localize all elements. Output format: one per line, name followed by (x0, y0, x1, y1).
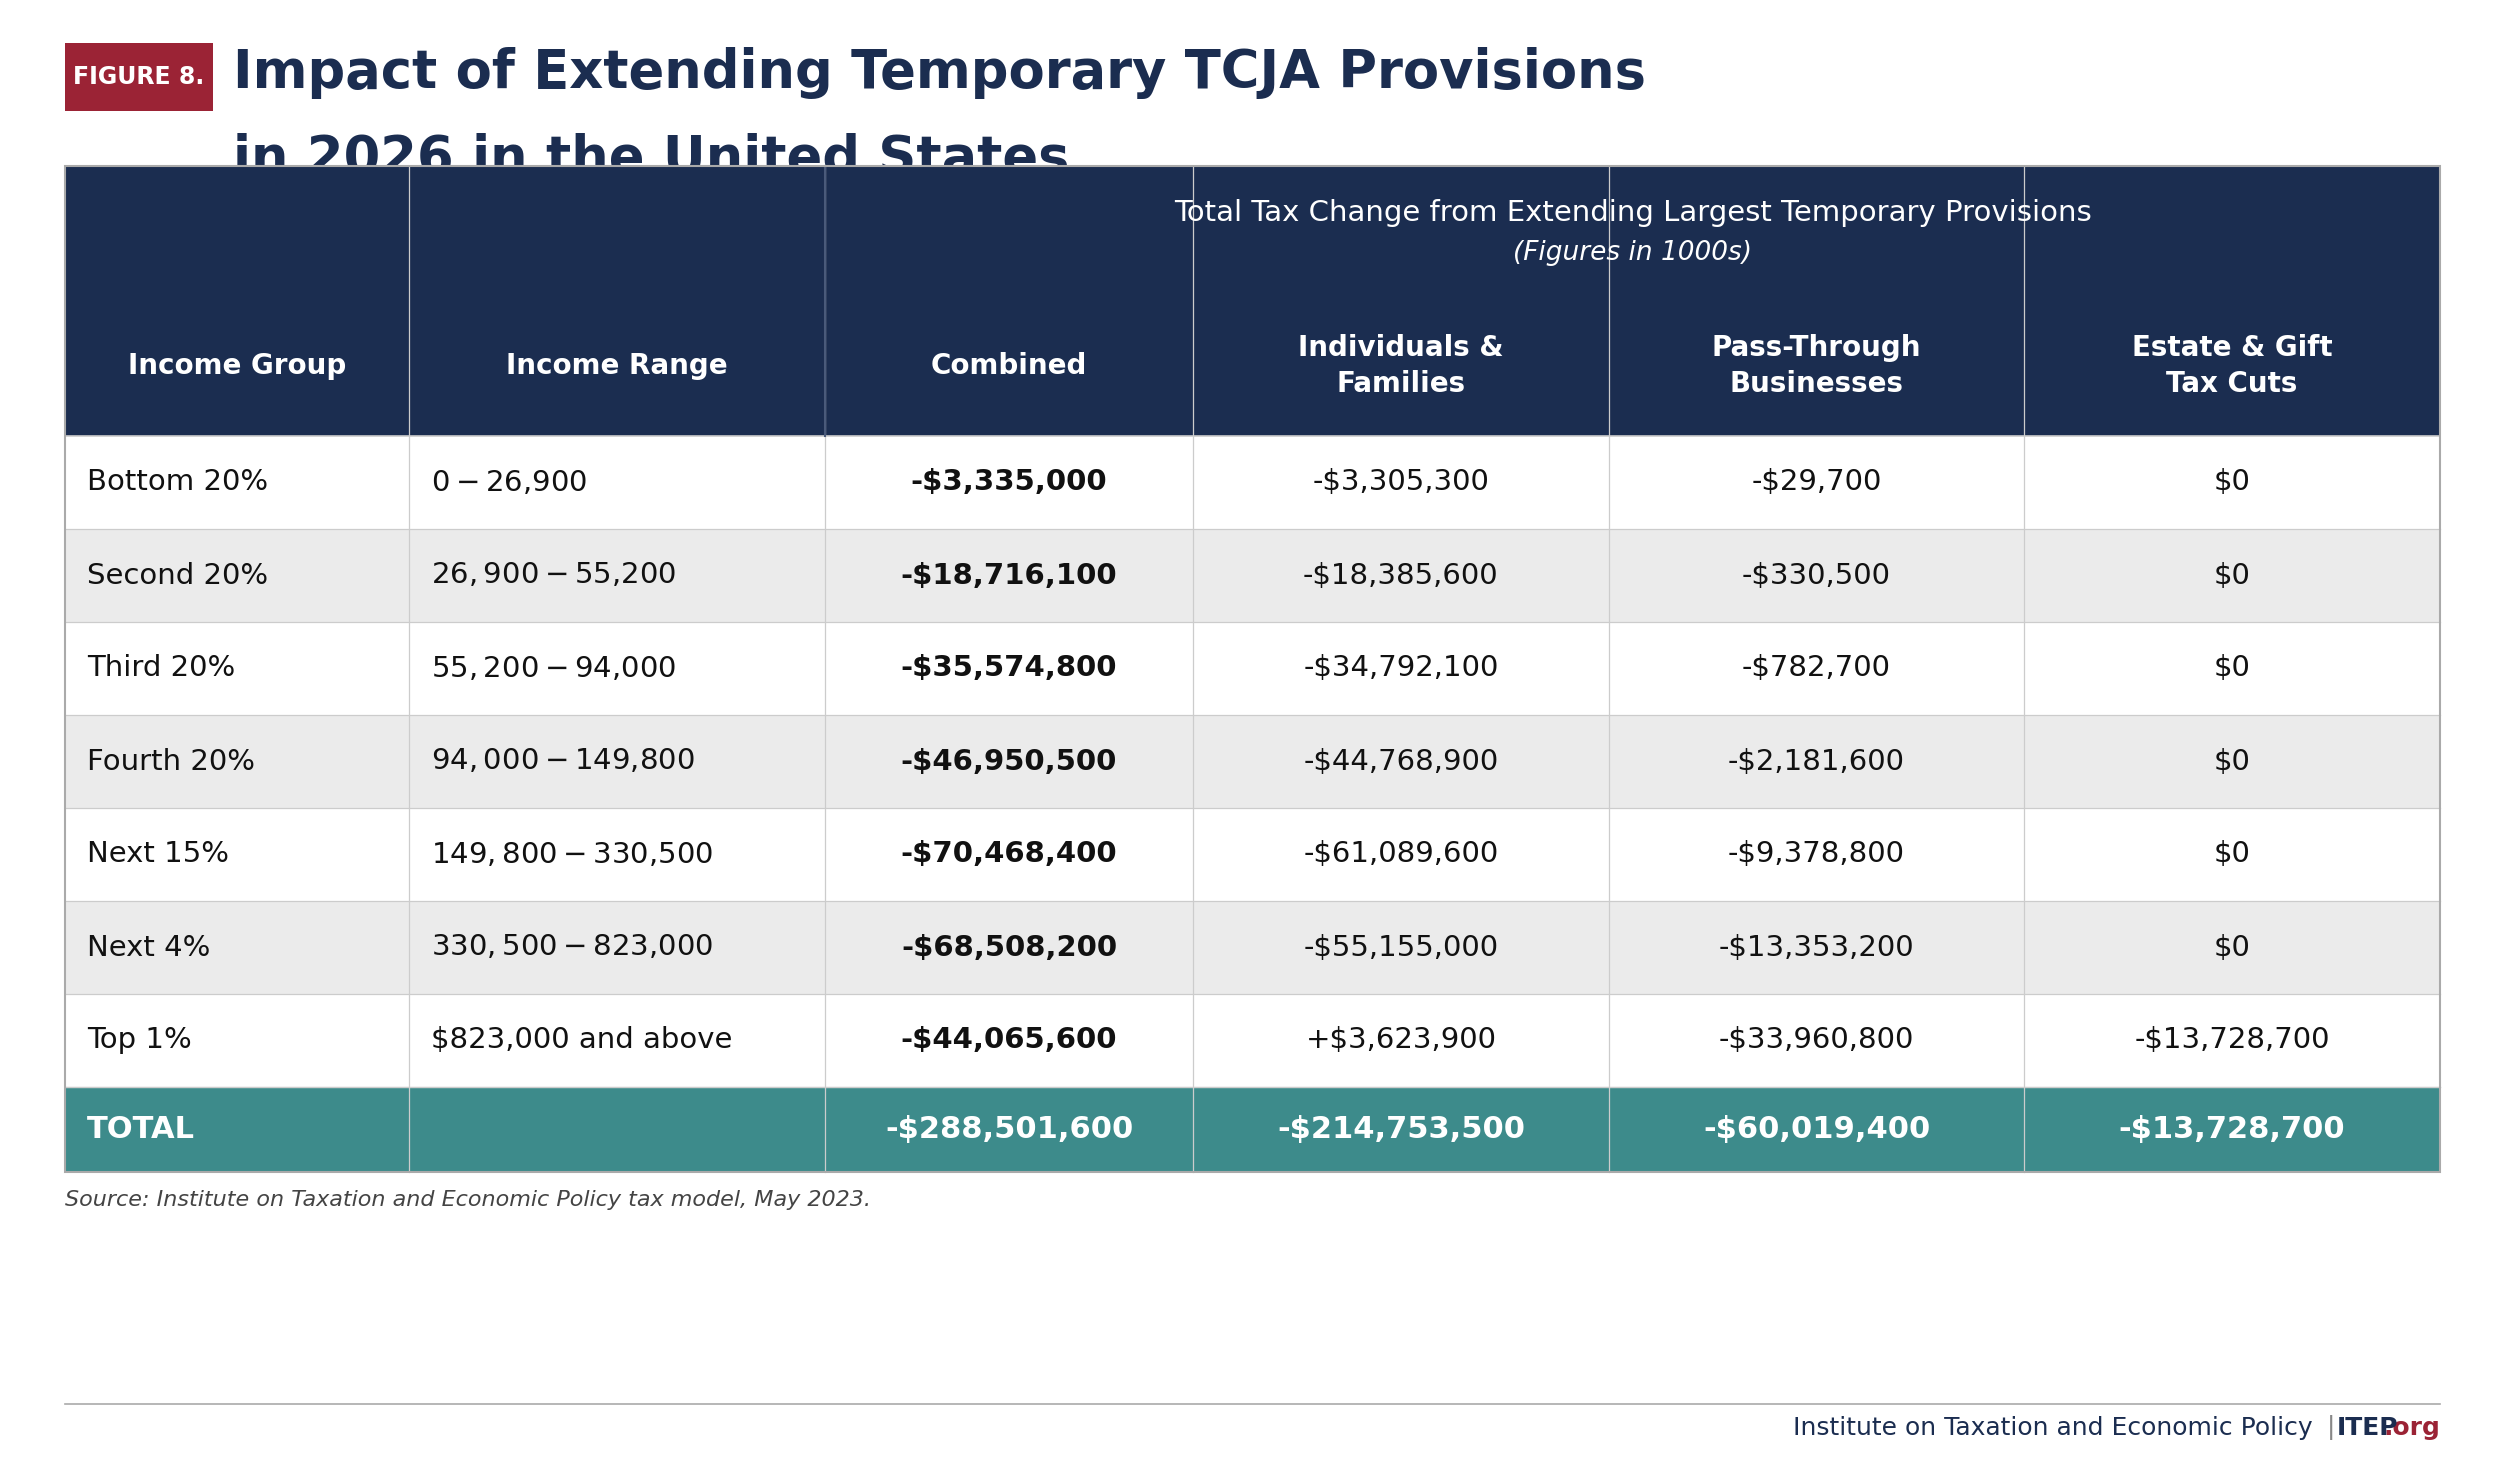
Text: -$46,950,500: -$46,950,500 (900, 748, 1118, 776)
Text: Combined: Combined (930, 352, 1088, 380)
Text: $0 - $26,900: $0 - $26,900 (432, 469, 588, 497)
Text: $823,000 and above: $823,000 and above (432, 1026, 732, 1054)
Text: -$60,019,400: -$60,019,400 (1703, 1116, 1930, 1143)
Text: -$70,468,400: -$70,468,400 (900, 840, 1118, 868)
Bar (65, 715, 2440, 808)
Text: -$3,335,000: -$3,335,000 (910, 469, 1108, 497)
Text: Next 4%: Next 4% (88, 934, 210, 962)
Text: |: | (2318, 1416, 2342, 1441)
Text: -$782,700: -$782,700 (1742, 654, 1890, 683)
Bar (65, 435, 2440, 529)
Text: .org: .org (2382, 1416, 2440, 1440)
Text: $0: $0 (2215, 654, 2250, 683)
Text: $26,900 - $55,200: $26,900 - $55,200 (432, 561, 678, 589)
Text: -$29,700: -$29,700 (1752, 469, 1882, 497)
Text: Institute on Taxation and Economic Policy: Institute on Taxation and Economic Polic… (1792, 1416, 2312, 1440)
Text: Individuals &
Families: Individuals & Families (1298, 334, 1502, 397)
Text: -$214,753,500: -$214,753,500 (1278, 1116, 1525, 1143)
Text: -$2,181,600: -$2,181,600 (1727, 748, 1905, 776)
Text: -$13,728,700: -$13,728,700 (2120, 1116, 2345, 1143)
Bar (65, 994, 2440, 1086)
Bar (65, 902, 2440, 994)
Bar (65, 166, 2440, 1171)
Text: $94,000 - $149,800: $94,000 - $149,800 (432, 748, 695, 776)
Text: $0: $0 (2215, 561, 2250, 589)
Text: $0: $0 (2215, 469, 2250, 497)
Text: -$55,155,000: -$55,155,000 (1302, 934, 1498, 962)
Text: Next 15%: Next 15% (88, 840, 230, 868)
Text: $0: $0 (2215, 748, 2250, 776)
Text: +$3,623,900: +$3,623,900 (1305, 1026, 1498, 1054)
Bar (65, 622, 2440, 715)
Text: Income Range: Income Range (508, 352, 728, 380)
Text: -$68,508,200: -$68,508,200 (900, 934, 1118, 962)
Text: $0: $0 (2215, 840, 2250, 868)
Text: Estate & Gift
Tax Cuts: Estate & Gift Tax Cuts (2132, 334, 2332, 397)
Text: Fourth 20%: Fourth 20% (88, 748, 255, 776)
Text: Total Tax Change from Extending Largest Temporary Provisions: Total Tax Change from Extending Largest … (1172, 199, 2092, 227)
Text: FIGURE 8.: FIGURE 8. (72, 65, 205, 89)
Text: Source: Institute on Taxation and Economic Policy tax model, May 2023.: Source: Institute on Taxation and Econom… (65, 1190, 870, 1209)
Text: -$44,768,900: -$44,768,900 (1302, 748, 1498, 776)
Text: -$288,501,600: -$288,501,600 (885, 1116, 1132, 1143)
Text: Income Group: Income Group (127, 352, 348, 380)
Text: Second 20%: Second 20% (88, 561, 268, 589)
Text: $0: $0 (2215, 934, 2250, 962)
Bar (65, 808, 2440, 902)
Text: $55,200 - $94,000: $55,200 - $94,000 (432, 654, 678, 683)
Text: TOTAL: TOTAL (88, 1116, 195, 1143)
Text: -$13,728,700: -$13,728,700 (2135, 1026, 2330, 1054)
Text: Bottom 20%: Bottom 20% (88, 469, 268, 497)
FancyBboxPatch shape (65, 43, 213, 111)
Text: in 2026 in the United States: in 2026 in the United States (232, 133, 1070, 185)
Text: Third 20%: Third 20% (88, 654, 235, 683)
Text: $330,500 - $823,000: $330,500 - $823,000 (432, 934, 712, 962)
Text: -$330,500: -$330,500 (1742, 561, 1890, 589)
Text: -$44,065,600: -$44,065,600 (900, 1026, 1118, 1054)
Bar (65, 166, 2440, 435)
Text: -$18,716,100: -$18,716,100 (900, 561, 1118, 589)
Text: -$35,574,800: -$35,574,800 (900, 654, 1118, 683)
Bar (65, 1086, 2440, 1171)
Text: -$13,353,200: -$13,353,200 (1720, 934, 1915, 962)
Text: Top 1%: Top 1% (88, 1026, 192, 1054)
Text: -$3,305,300: -$3,305,300 (1312, 469, 1490, 497)
Text: -$18,385,600: -$18,385,600 (1302, 561, 1500, 589)
Bar (65, 529, 2440, 622)
Text: ITEP: ITEP (2338, 1416, 2398, 1440)
Text: Pass-Through
Businesses: Pass-Through Businesses (1713, 334, 1923, 397)
Text: Impact of Extending Temporary TCJA Provisions: Impact of Extending Temporary TCJA Provi… (232, 47, 1645, 100)
Text: $149,800 - $330,500: $149,800 - $330,500 (432, 840, 712, 868)
Text: -$33,960,800: -$33,960,800 (1720, 1026, 1915, 1054)
Text: (Figures in 1000s): (Figures in 1000s) (1512, 240, 1752, 265)
Text: -$61,089,600: -$61,089,600 (1302, 840, 1498, 868)
Text: -$9,378,800: -$9,378,800 (1727, 840, 1905, 868)
Text: -$34,792,100: -$34,792,100 (1302, 654, 1498, 683)
